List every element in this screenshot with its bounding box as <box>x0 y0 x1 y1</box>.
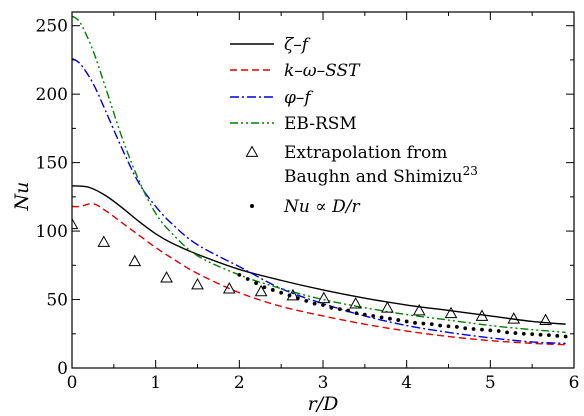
triangle-marker <box>317 291 331 304</box>
dot-marker <box>279 290 284 295</box>
triangle-marker <box>97 235 111 247</box>
x-tick-label: 2 <box>234 373 245 393</box>
dot-marker <box>379 315 384 320</box>
dot-marker <box>505 330 509 335</box>
dot-marker <box>296 296 300 301</box>
series-line-0 <box>72 185 566 325</box>
triangle-marker <box>444 306 458 319</box>
triangle-marker <box>381 301 394 313</box>
legend-label-4-line2: Baughn and Shimizu23 <box>284 164 478 187</box>
triangle-marker <box>222 282 236 294</box>
legend-label-5: Nu ∝ D/r <box>283 197 360 217</box>
triangle-marker <box>412 303 426 316</box>
dot-marker <box>312 301 317 306</box>
legend: ζ–f k–ω–SST φ–f EB-RSM Extrapolation fromBau… <box>230 35 478 217</box>
triangle-marker <box>507 312 521 324</box>
triangle-marker <box>254 284 268 297</box>
y-tick-label: 250 <box>36 17 68 37</box>
dot-marker <box>480 327 484 332</box>
y-tick-label: 0 <box>57 359 68 379</box>
dot-marker <box>329 305 334 310</box>
dot-marker <box>496 329 501 333</box>
triangle-marker <box>349 297 362 309</box>
dot-marker <box>513 331 518 335</box>
y-tick-label: 50 <box>46 291 68 311</box>
dot-marker <box>262 285 267 290</box>
x-tick-label: 1 <box>150 373 161 393</box>
legend-dot-icon <box>250 204 254 208</box>
dot-marker <box>521 331 526 336</box>
legend-label-0: ζ–f <box>284 35 311 55</box>
x-tick-label: 6 <box>569 373 580 393</box>
triangle-marker <box>160 271 173 283</box>
legend-label-4-line1: Extrapolation from <box>284 143 447 163</box>
dot-marker <box>304 299 309 303</box>
series-layer <box>72 15 568 346</box>
x-tick-label: 5 <box>485 373 496 393</box>
legend-superscript: 23 <box>463 164 478 178</box>
dot-marker <box>563 334 568 339</box>
series-line-2 <box>72 57 566 345</box>
dot-marker <box>488 328 493 333</box>
triangle-marker <box>539 313 552 325</box>
y-tick-label: 100 <box>36 222 68 242</box>
dot-marker <box>245 277 250 281</box>
x-tick-label: 3 <box>318 373 329 393</box>
dot-marker <box>413 320 417 325</box>
dot-marker <box>421 321 426 326</box>
dot-marker <box>429 322 434 327</box>
dot-marker <box>454 325 459 329</box>
dot-marker <box>388 316 392 321</box>
x-axis-label: r/D <box>308 393 339 415</box>
legend-label-3: EB-RSM <box>284 114 357 134</box>
y-tick-label: 200 <box>36 85 68 105</box>
dot-marker <box>438 323 443 328</box>
legend-label-1: k–ω–SST <box>284 61 361 81</box>
dot-marker <box>538 332 543 337</box>
dot-marker <box>463 326 468 331</box>
dot-marker <box>362 312 367 317</box>
dot-marker <box>354 311 359 316</box>
triangle-marker <box>191 277 204 290</box>
legend-label-2: φ–f <box>284 88 313 108</box>
dot-marker <box>547 333 551 338</box>
dot-marker <box>555 333 560 338</box>
dot-marker <box>321 303 325 307</box>
legend-triangle-icon <box>245 145 259 157</box>
dot-marker <box>446 324 451 329</box>
y-tick-label: 150 <box>36 154 68 174</box>
dot-marker <box>404 319 409 324</box>
triangle-marker <box>72 217 79 230</box>
dot-marker <box>270 288 275 292</box>
series-line-1 <box>72 202 566 346</box>
dot-marker <box>530 332 535 337</box>
dot-marker <box>337 307 342 312</box>
dot-marker <box>254 281 258 286</box>
x-tick-label: 4 <box>401 373 412 393</box>
dot-marker <box>396 318 401 322</box>
dot-marker <box>471 327 476 331</box>
triangle-marker <box>128 254 142 267</box>
dot-marker <box>237 272 242 277</box>
dot-marker <box>371 314 376 318</box>
triangle-marker <box>475 309 489 321</box>
dot-marker <box>346 308 350 313</box>
x-tick-label: 0 <box>67 373 78 393</box>
y-axis-label: Nu <box>11 182 33 212</box>
series-line-3 <box>72 15 566 334</box>
dot-marker <box>287 293 292 298</box>
